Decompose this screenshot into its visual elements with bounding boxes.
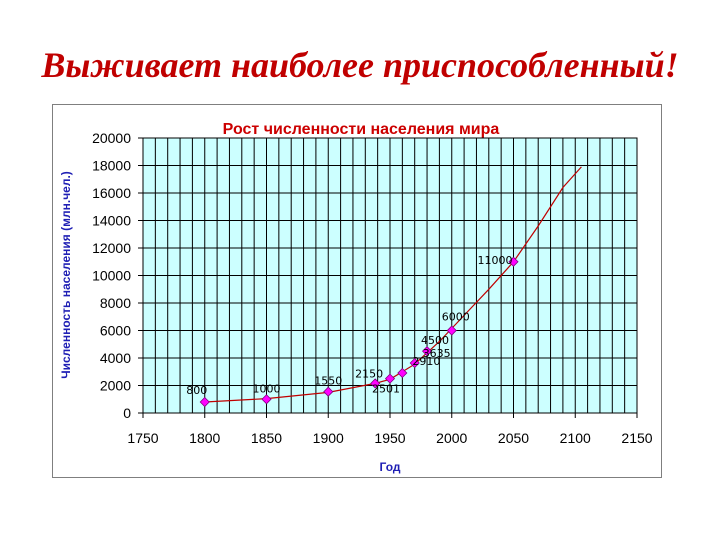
data-label: 11000 <box>478 254 513 267</box>
x-tick-label: 1900 <box>313 430 344 446</box>
y-tick-label: 12000 <box>92 240 131 256</box>
data-point-marker <box>384 373 396 384</box>
x-tick-label: 2100 <box>560 430 591 446</box>
y-tick-label: 10000 <box>92 268 131 284</box>
x-tick-label: 2000 <box>436 430 467 446</box>
data-point-marker <box>508 256 519 267</box>
x-tick-label: 1850 <box>251 430 282 446</box>
data-label: 3635 <box>423 347 451 360</box>
series <box>199 166 582 408</box>
y-tick-label: 0 <box>123 405 131 421</box>
data-point-marker <box>323 386 334 397</box>
y-tick-label: 18000 <box>92 158 131 174</box>
data-point-marker <box>199 396 210 408</box>
data-point-marker <box>421 346 433 357</box>
y-tick-label: 14000 <box>92 213 131 229</box>
data-label: 4500 <box>421 334 449 347</box>
data-point-marker <box>397 367 408 379</box>
population-chart: Рост численности населения мира 0 2000 400… <box>59 121 653 474</box>
chart-frame: Рост численности населения мира 0 2000 400… <box>52 104 662 478</box>
data-point-marker <box>370 378 381 389</box>
y-tick-label: 16000 <box>92 185 131 201</box>
data-point-marker <box>261 394 272 405</box>
x-tick-label: 2150 <box>621 430 652 446</box>
chart-title: Рост численности населения мира <box>223 121 500 138</box>
y-tick-label: 8000 <box>100 295 131 311</box>
data-label: 2501 <box>372 383 400 396</box>
grid <box>143 138 637 413</box>
y-tick-label: 6000 <box>100 323 131 339</box>
x-tick-label: 1800 <box>189 430 220 446</box>
data-label: 1000 <box>253 382 281 395</box>
data-label: 800 <box>186 384 207 397</box>
y-tick-label: 4000 <box>100 350 131 366</box>
x-tick-label: 1750 <box>127 430 158 446</box>
x-tick-label: 2050 <box>498 430 529 446</box>
y-tick-label: 20000 <box>92 130 131 146</box>
y-tick-label: 2000 <box>100 378 131 394</box>
x-axis-label: Год <box>380 460 401 474</box>
x-tick-label: 1950 <box>374 430 405 446</box>
data-point-marker <box>409 357 420 369</box>
tick-labels: 0 2000 4000 6000 8000 10000 12000 14000 16000 180… <box>92 130 653 446</box>
data-label: 1550 <box>314 375 342 388</box>
slide-title: Выживает наиболее приспособленный! <box>41 45 679 85</box>
data-label: 2150 <box>355 367 383 380</box>
y-axis-label: Численность населения (млн.чел.) <box>59 171 73 379</box>
data-point-marker <box>446 325 457 336</box>
data-label: 6000 <box>442 311 470 324</box>
data-label: 2910 <box>412 355 440 368</box>
